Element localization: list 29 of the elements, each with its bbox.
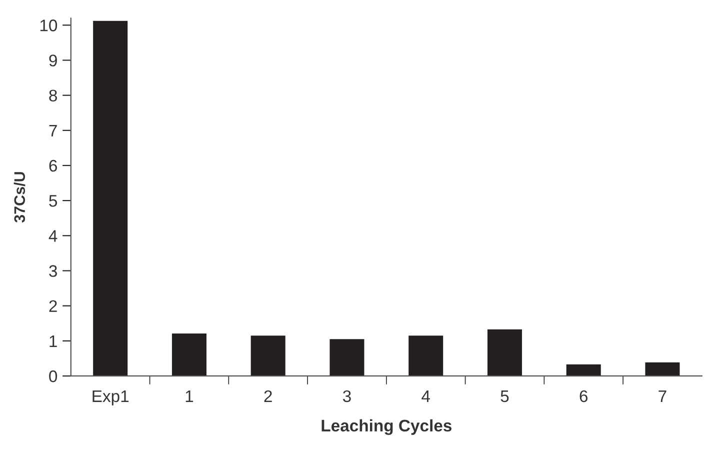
y-tick-label: 5 [49, 195, 58, 207]
bar [487, 329, 522, 376]
bar [645, 362, 680, 376]
bar [93, 20, 128, 376]
y-tick-label: 2 [49, 300, 57, 312]
bar [566, 364, 601, 376]
x-tick-label: 6 [580, 390, 588, 402]
x-tick-label: Exp1 [92, 390, 129, 406]
y-tick-label: 8 [49, 90, 57, 102]
x-tick-label: 3 [342, 390, 351, 402]
y-tick-label: 7 [49, 124, 57, 136]
bar [250, 336, 286, 376]
y-tick-label: 10 [40, 20, 58, 32]
y-tick-label: 4 [48, 230, 58, 242]
x-tick-label: 5 [500, 390, 509, 402]
y-tick-label: 3 [49, 265, 57, 277]
y-tick-label: 9 [49, 54, 57, 66]
y-tick-label: 1 [50, 335, 57, 347]
x-tick-label: 2 [264, 390, 272, 402]
y-axis-title: 37Cs/U [14, 172, 26, 223]
y-tick-label: 6 [49, 160, 57, 172]
bar [330, 339, 364, 376]
x-axis-title: Leaching Cycles [322, 419, 452, 435]
x-tick-label: 4 [422, 390, 430, 402]
x-tick-label: 1 [186, 390, 194, 402]
bar [172, 334, 206, 376]
bar [408, 336, 444, 376]
x-tick-label: 7 [658, 390, 666, 402]
y-tick-label: 0 [49, 370, 58, 382]
